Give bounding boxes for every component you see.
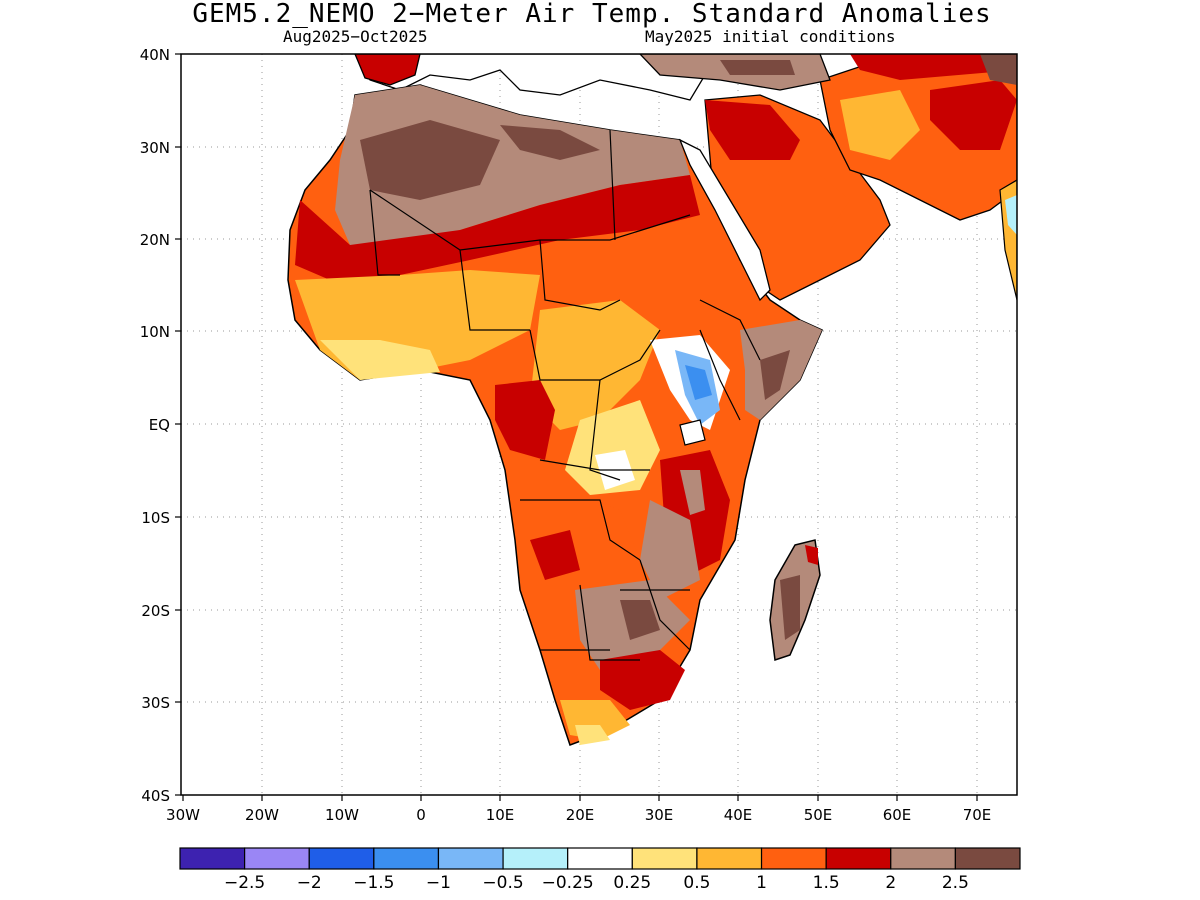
valid-period-label: Aug2025−Oct2025 <box>283 27 428 46</box>
lon-label: 70E <box>963 806 992 824</box>
colorbar-label: 2 <box>885 873 896 893</box>
colorbar-swatch <box>308 847 375 870</box>
colorbar-swatch <box>567 847 633 870</box>
colorbar-swatch <box>890 847 956 870</box>
colorbar-label: −2.5 <box>224 873 265 893</box>
lat-label: 20S <box>141 602 170 620</box>
lat-label: 10N <box>140 323 170 341</box>
colorbar-swatch <box>179 847 246 870</box>
map-title: GEM5.2_NEMO 2−Meter Air Temp. Standard A… <box>192 0 992 29</box>
colorbar-swatch <box>502 847 569 870</box>
colorbar-label: 2.5 <box>942 873 969 893</box>
colorbar-label: 1 <box>756 873 767 893</box>
lon-label: 30E <box>645 806 674 824</box>
lat-label: 10S <box>141 509 170 527</box>
lat-label: 30S <box>141 694 170 712</box>
lat-label: 40S <box>141 787 170 805</box>
lon-label: 40E <box>724 806 753 824</box>
colorbar-swatch <box>631 847 698 870</box>
lat-label: EQ <box>149 416 170 434</box>
colorbar-swatch <box>825 847 892 870</box>
colorbar-swatch <box>437 847 504 870</box>
colorbar-swatch <box>244 847 310 870</box>
initial-conditions-label: May2025 initial conditions <box>645 27 896 46</box>
lon-label: 0 <box>416 806 426 824</box>
colorbar-label: −0.25 <box>542 873 594 893</box>
lat-label: 30N <box>140 139 170 157</box>
colorbar-label: 0.25 <box>613 873 651 893</box>
colorbar-swatch <box>373 847 440 870</box>
colorbar-label: −1.5 <box>353 873 394 893</box>
lon-label: 20E <box>566 806 595 824</box>
anomaly-field <box>287 54 1017 746</box>
lon-label: 60E <box>883 806 912 824</box>
colorbar-label: −2 <box>297 873 322 893</box>
colorbar-label: −1 <box>426 873 451 893</box>
lon-label: 10E <box>486 806 515 824</box>
colorbar-label: 0.5 <box>683 873 710 893</box>
colorbar: −2.5 −2 −1.5 −1 −0.5 −0.25 0.25 0.5 1 1.5 2 2.5 <box>179 847 1021 893</box>
lon-label: 30W <box>166 806 200 824</box>
lon-label: 10W <box>325 806 359 824</box>
colorbar-label: 1.5 <box>813 873 840 893</box>
colorbar-swatch <box>760 847 827 870</box>
lon-label: 50E <box>804 806 833 824</box>
colorbar-label: −0.5 <box>482 873 523 893</box>
lat-label: 20N <box>140 231 170 249</box>
colorbar-swatch <box>696 847 763 870</box>
lat-label: 40N <box>140 46 170 64</box>
axis-ticks <box>175 53 978 801</box>
colorbar-swatch <box>954 847 1021 870</box>
lon-label: 20W <box>245 806 279 824</box>
